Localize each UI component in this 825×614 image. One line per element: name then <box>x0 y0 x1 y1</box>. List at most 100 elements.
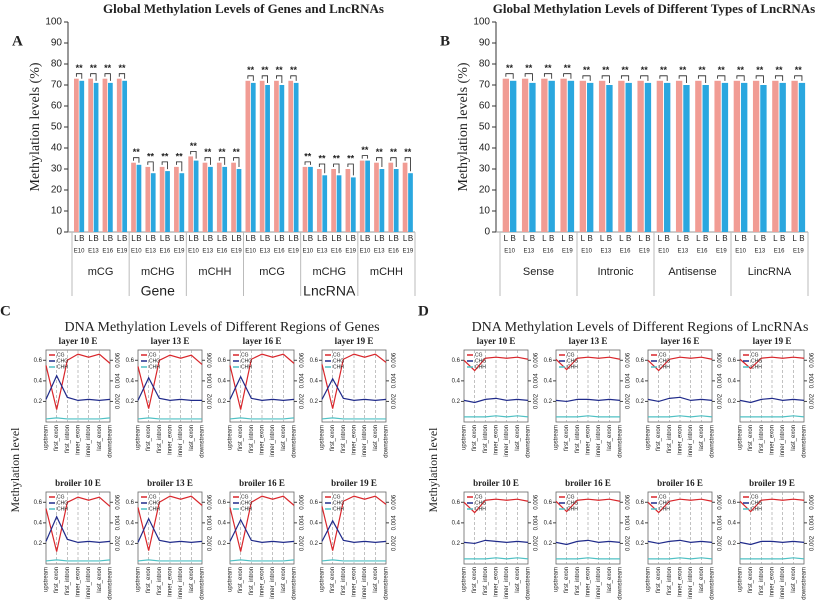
y-tick-label: 0.4 <box>126 520 135 526</box>
series-letter: L <box>677 234 682 243</box>
y-tick-label: 0.6 <box>218 358 227 364</box>
stage-label: E10 <box>74 249 85 255</box>
y-tick-label: 100 <box>45 17 62 28</box>
data-line <box>647 356 713 372</box>
data-line <box>229 559 295 562</box>
significance-bracket <box>697 75 707 83</box>
data-line <box>739 397 805 404</box>
region-label: last_exon <box>189 567 195 593</box>
data-line <box>229 518 295 544</box>
y-tick-label: 90 <box>479 38 491 49</box>
significance-bracket <box>276 75 283 83</box>
series-letter: L <box>246 234 251 243</box>
bar <box>122 80 128 232</box>
bar <box>131 162 136 232</box>
subplot-title: broiler 19 E <box>331 478 377 488</box>
group-label: mCHH <box>370 266 403 278</box>
region-label: inner_intron <box>780 567 786 599</box>
series-letter: B <box>703 234 708 243</box>
significance-mark: ** <box>190 141 198 151</box>
region-label: inner_exon <box>352 425 358 455</box>
y-tick-label: 0.2 <box>728 399 737 405</box>
region-label: last_exon <box>791 425 797 451</box>
significance-mark: ** <box>583 65 591 75</box>
data-line <box>555 356 621 371</box>
significance-mark: ** <box>795 65 803 75</box>
bar <box>322 175 328 232</box>
y-tick-label: 0.2 <box>728 541 737 547</box>
stage-label: E19 <box>174 249 185 255</box>
y-tick-label: 0.6 <box>310 500 319 506</box>
significance-bracket <box>118 73 126 79</box>
stage-label: E16 <box>331 249 342 255</box>
legend-label: CHH <box>57 364 68 370</box>
legend-label: CG <box>751 494 759 500</box>
series-letter: B <box>799 234 804 243</box>
series-letter: B <box>351 234 356 243</box>
legend-label: CHH <box>333 506 344 512</box>
series-letter: L <box>146 234 151 243</box>
data-line <box>45 559 111 562</box>
y-tick-label: 0.6 <box>728 500 737 506</box>
y-tick-label: 0.2 <box>310 399 319 405</box>
bar <box>108 82 113 233</box>
region-label: upstream <box>44 567 50 592</box>
series-letter: B <box>379 234 384 243</box>
bar <box>88 78 94 232</box>
region-label: first_intron <box>249 567 255 595</box>
subplot-title: broiler 16 E <box>239 478 285 488</box>
region-label: last_exon <box>607 567 613 593</box>
region-label: upstream <box>554 567 560 592</box>
region-label: last_exon <box>373 567 379 593</box>
bar <box>702 85 709 232</box>
stage-label: E13 <box>88 249 99 255</box>
y-tick-label: 20 <box>479 185 491 196</box>
bar <box>379 169 385 232</box>
bar <box>150 173 156 232</box>
region-label: first_exon <box>472 567 478 593</box>
y-tick-label: 10 <box>479 206 491 217</box>
stage-label: E16 <box>620 249 631 255</box>
significance-bracket <box>176 161 183 172</box>
legend-label: CHG <box>659 500 670 506</box>
y-tick-label: 60 <box>51 101 63 112</box>
chart-title: Global Methylation Levels of Genes and L… <box>103 1 384 16</box>
region-label: first_intron <box>341 425 347 453</box>
series-letter: B <box>684 234 689 243</box>
legend-label: CG <box>567 352 575 358</box>
series-letter: B <box>761 234 766 243</box>
bar <box>102 78 108 232</box>
y2-tick-label: 0.002 <box>300 393 306 409</box>
series-letter: L <box>217 234 222 243</box>
subplot-title: broiler 16 E <box>657 478 703 488</box>
subplot-title: layer 16 E <box>661 336 700 346</box>
bar <box>567 80 575 232</box>
region-label: inner_exon <box>76 567 82 597</box>
y-tick-label: 0.2 <box>126 541 135 547</box>
significance-bracket <box>204 157 211 165</box>
legend-label: CHG <box>149 500 160 506</box>
significance-mark: ** <box>247 65 255 75</box>
legend-label: CHG <box>57 500 68 506</box>
series-letter: B <box>626 234 631 243</box>
data-line <box>739 356 805 370</box>
significance-mark: ** <box>361 145 369 155</box>
bar <box>541 78 548 232</box>
bar <box>136 164 142 232</box>
series-letter: L <box>542 234 547 243</box>
region-label: inner_exon <box>678 425 684 455</box>
y-tick-label: 0 <box>484 227 490 238</box>
region-label: first_exon <box>564 425 570 451</box>
legend-label: CHG <box>333 358 344 364</box>
series-letter: B <box>780 234 785 243</box>
legend-label: CHH <box>241 364 252 370</box>
significance-bracket <box>390 157 397 167</box>
series-letter: B <box>322 234 327 243</box>
series-letter: B <box>208 234 213 243</box>
region-label: last_exon <box>607 425 613 451</box>
series-letter: L <box>174 234 179 243</box>
group-label: mCG <box>88 266 114 278</box>
bar <box>188 156 194 232</box>
y-tick-label: 0.4 <box>218 378 227 384</box>
significance-mark: ** <box>718 65 726 75</box>
